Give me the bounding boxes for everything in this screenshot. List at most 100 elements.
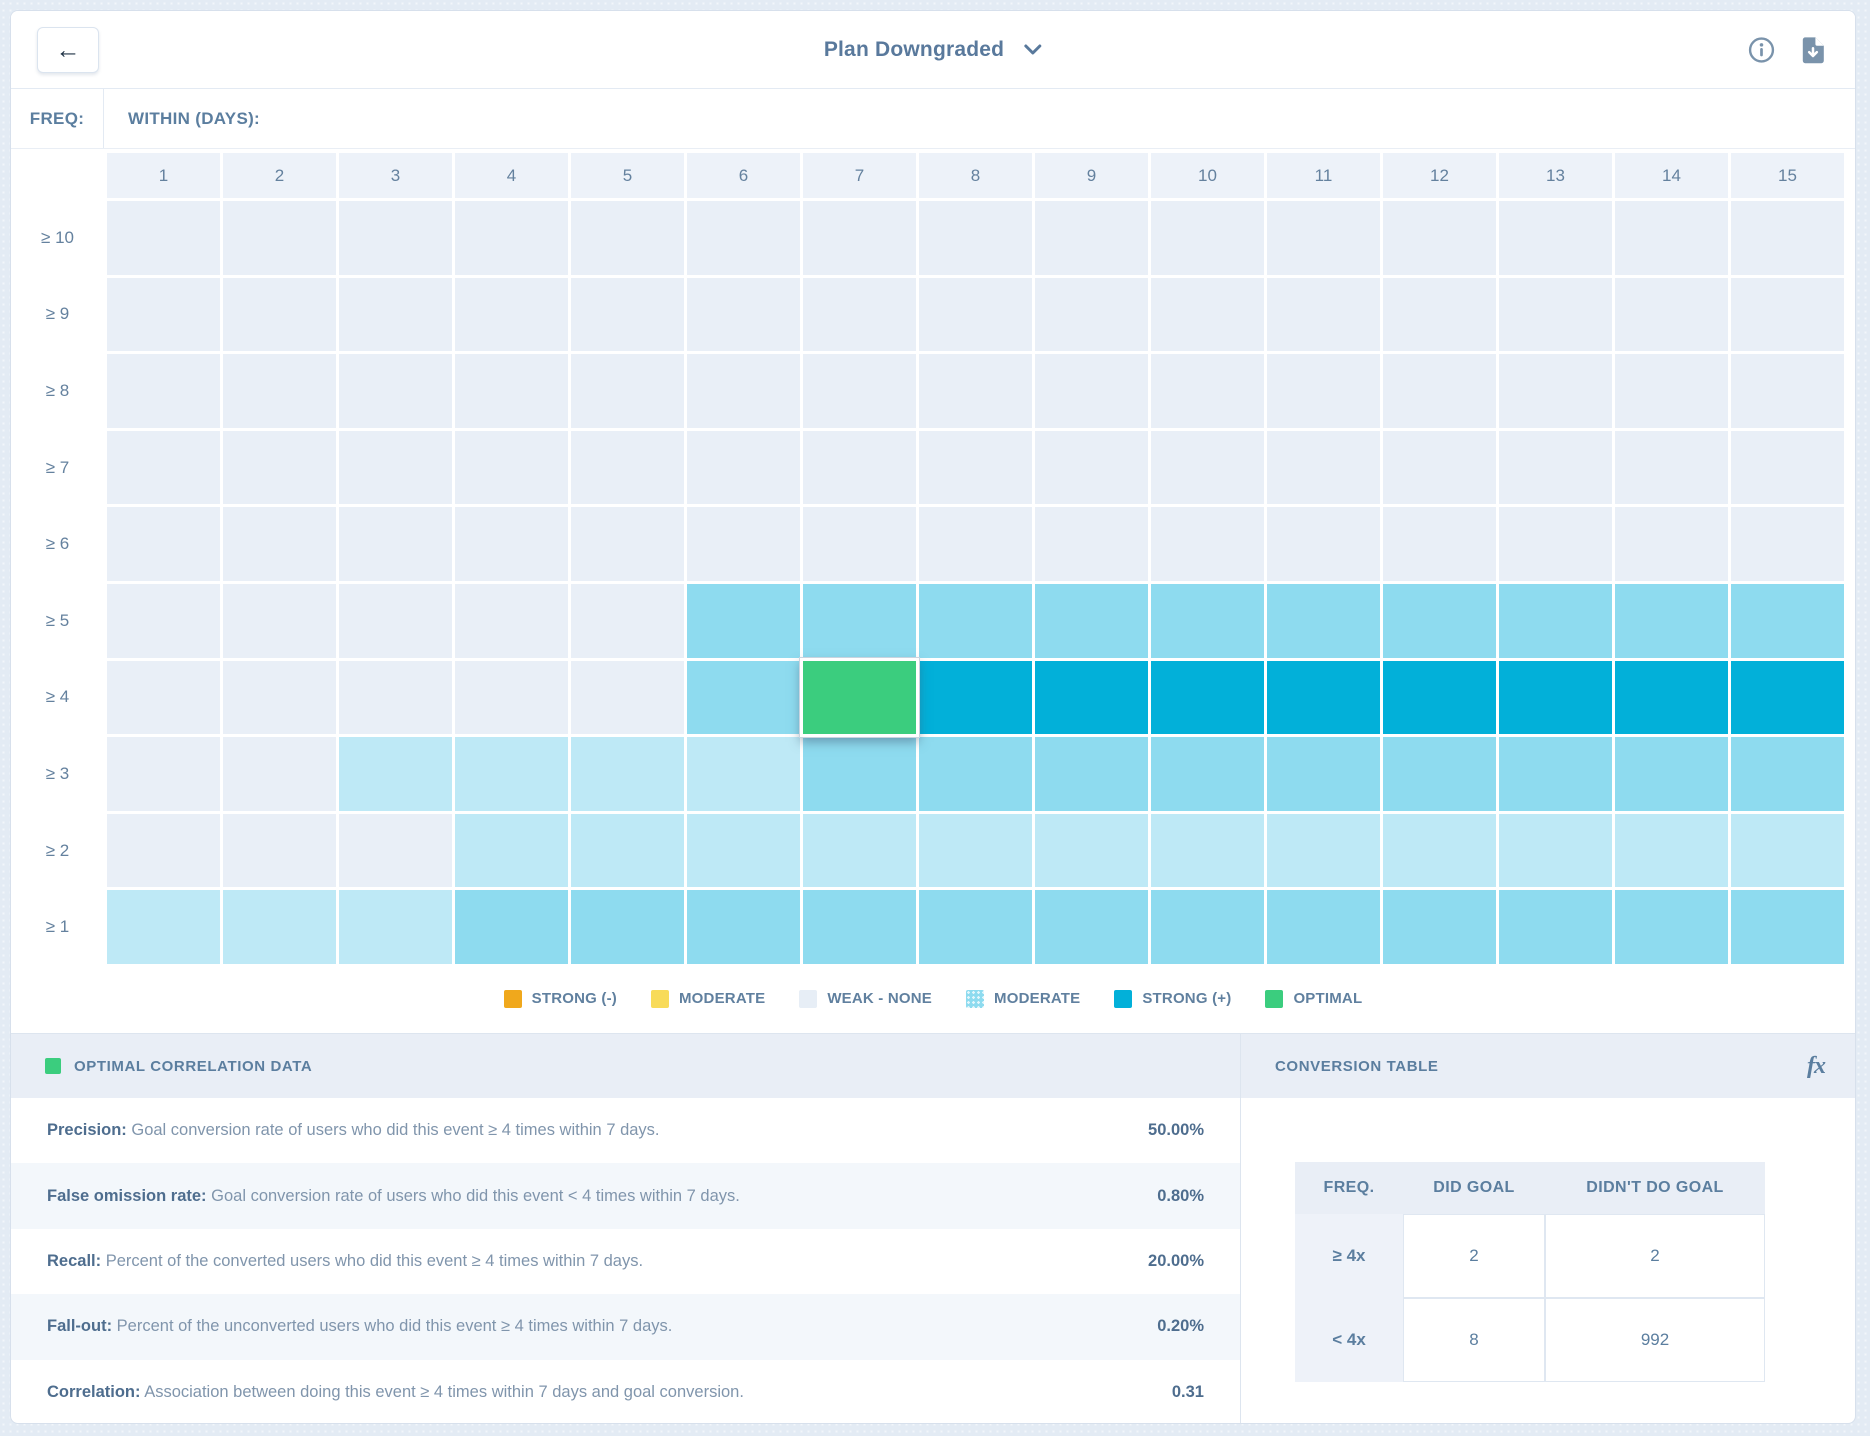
heatmap-cell[interactable] [1731, 354, 1844, 428]
heatmap-cell[interactable] [455, 583, 568, 658]
heatmap-cell[interactable] [107, 354, 220, 428]
heatmap-cell[interactable] [571, 890, 684, 964]
heatmap-cell[interactable] [1731, 583, 1844, 658]
heatmap-cell[interactable] [1615, 201, 1728, 275]
heatmap-cell[interactable] [223, 201, 336, 275]
heatmap-cell[interactable] [571, 277, 684, 352]
heatmap-cell[interactable] [223, 430, 336, 505]
heatmap-cell[interactable] [1499, 813, 1612, 888]
heatmap-cell[interactable] [1267, 890, 1380, 964]
heatmap-cell[interactable] [1035, 201, 1148, 275]
heatmap-cell[interactable] [1615, 277, 1728, 352]
heatmap-cell[interactable] [919, 430, 1032, 505]
heatmap-cell[interactable] [1615, 660, 1728, 735]
event-selector-dropdown[interactable]: Plan Downgraded [824, 38, 1042, 62]
heatmap-cell[interactable] [339, 507, 452, 581]
heatmap-cell[interactable] [919, 354, 1032, 428]
heatmap-cell[interactable] [1267, 660, 1380, 735]
heatmap-cell[interactable] [1151, 813, 1264, 888]
heatmap-cell[interactable] [687, 737, 800, 811]
heatmap-cell[interactable] [223, 737, 336, 811]
back-button[interactable]: ← [37, 27, 99, 73]
heatmap-cell[interactable] [107, 430, 220, 505]
heatmap-cell[interactable] [1499, 583, 1612, 658]
heatmap-cell[interactable] [339, 813, 452, 888]
heatmap-cell[interactable] [919, 507, 1032, 581]
heatmap-cell[interactable] [687, 890, 800, 964]
heatmap-cell[interactable] [1499, 354, 1612, 428]
heatmap-cell[interactable] [571, 430, 684, 505]
heatmap-cell[interactable] [1615, 354, 1728, 428]
heatmap-cell[interactable] [339, 890, 452, 964]
heatmap-cell[interactable] [1035, 277, 1148, 352]
heatmap-cell[interactable] [1383, 507, 1496, 581]
heatmap-cell[interactable] [1151, 354, 1264, 428]
heatmap-cell[interactable] [1035, 430, 1148, 505]
heatmap-cell[interactable] [571, 583, 684, 658]
heatmap-cell[interactable] [687, 277, 800, 352]
heatmap-cell[interactable] [687, 201, 800, 275]
heatmap-cell[interactable] [919, 583, 1032, 658]
heatmap-cell[interactable] [1731, 430, 1844, 505]
heatmap-cell[interactable] [455, 354, 568, 428]
heatmap-cell[interactable] [1383, 583, 1496, 658]
heatmap-cell[interactable] [919, 660, 1032, 735]
heatmap-cell[interactable] [1035, 813, 1148, 888]
heatmap-cell[interactable] [1267, 277, 1380, 352]
heatmap-cell[interactable] [1499, 507, 1612, 581]
heatmap-cell[interactable] [1615, 430, 1728, 505]
heatmap-cell[interactable] [1383, 737, 1496, 811]
heatmap-cell[interactable] [1035, 890, 1148, 964]
heatmap-cell[interactable] [1731, 813, 1844, 888]
heatmap-cell[interactable] [1151, 507, 1264, 581]
heatmap-cell[interactable] [1035, 737, 1148, 811]
heatmap-cell[interactable] [455, 890, 568, 964]
heatmap-cell[interactable] [919, 737, 1032, 811]
heatmap-cell[interactable] [687, 660, 800, 735]
heatmap-cell[interactable] [803, 737, 916, 811]
heatmap-cell[interactable] [1035, 660, 1148, 735]
download-icon[interactable] [1801, 36, 1825, 63]
heatmap-cell[interactable] [107, 813, 220, 888]
heatmap-cell[interactable] [687, 354, 800, 428]
heatmap-cell[interactable] [223, 277, 336, 352]
heatmap-cell[interactable] [1383, 201, 1496, 275]
heatmap-cell[interactable] [1731, 507, 1844, 581]
heatmap-cell[interactable] [1267, 737, 1380, 811]
heatmap-cell[interactable] [339, 583, 452, 658]
heatmap-cell[interactable] [1267, 583, 1380, 658]
heatmap-cell[interactable] [687, 583, 800, 658]
heatmap-cell[interactable] [107, 737, 220, 811]
heatmap-cell[interactable] [1383, 354, 1496, 428]
heatmap-cell[interactable] [223, 507, 336, 581]
optimal-cell[interactable] [800, 657, 919, 738]
heatmap-cell[interactable] [803, 430, 916, 505]
heatmap-cell[interactable] [1383, 277, 1496, 352]
heatmap-cell[interactable] [1267, 813, 1380, 888]
heatmap-cell[interactable] [223, 354, 336, 428]
heatmap-cell[interactable] [107, 890, 220, 964]
heatmap-cell[interactable] [1615, 813, 1728, 888]
heatmap-cell[interactable] [1615, 737, 1728, 811]
heatmap-cell[interactable] [1499, 660, 1612, 735]
heatmap-cell[interactable] [1151, 890, 1264, 964]
heatmap-cell[interactable] [1731, 890, 1844, 964]
heatmap-cell[interactable] [339, 201, 452, 275]
heatmap-cell[interactable] [107, 507, 220, 581]
heatmap-cell[interactable] [107, 277, 220, 352]
heatmap-cell[interactable] [223, 583, 336, 658]
heatmap-cell[interactable] [571, 201, 684, 275]
heatmap-cell[interactable] [803, 813, 916, 888]
heatmap-cell[interactable] [1035, 583, 1148, 658]
heatmap-cell[interactable] [1383, 430, 1496, 505]
heatmap-cell[interactable] [1267, 201, 1380, 275]
heatmap-cell[interactable] [571, 660, 684, 735]
heatmap-cell[interactable] [1151, 201, 1264, 275]
heatmap-cell[interactable] [687, 813, 800, 888]
heatmap-cell[interactable] [1151, 277, 1264, 352]
heatmap-cell[interactable] [339, 660, 452, 735]
heatmap-cell[interactable] [1731, 660, 1844, 735]
heatmap-cell[interactable] [223, 813, 336, 888]
heatmap-cell[interactable] [223, 890, 336, 964]
heatmap-cell[interactable] [1731, 277, 1844, 352]
